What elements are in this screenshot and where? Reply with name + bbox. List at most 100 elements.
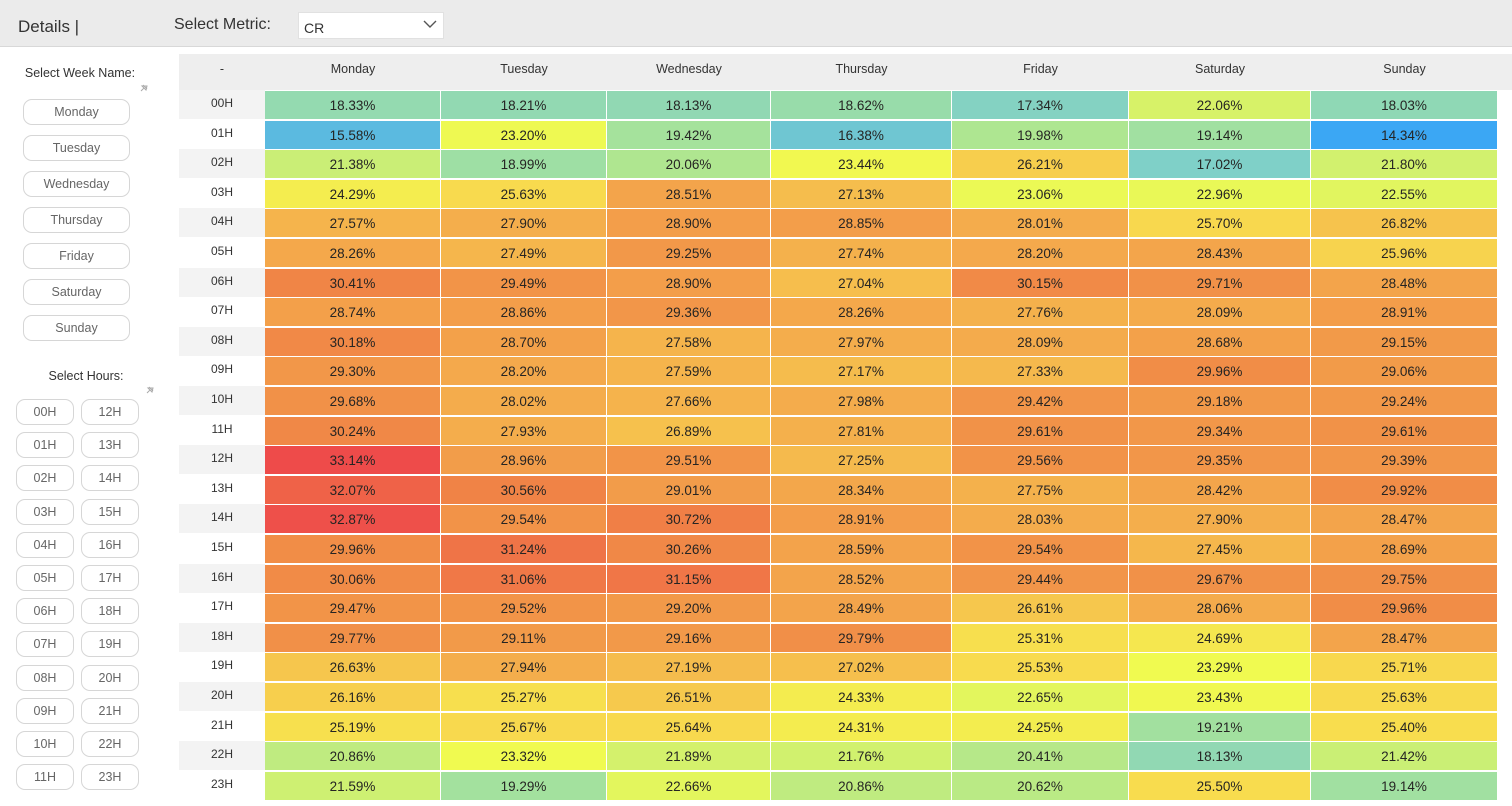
matrix-cell[interactable]: 19.42% (607, 120, 771, 149)
matrix-cell[interactable]: 29.96% (265, 535, 441, 563)
row-header-21h[interactable]: 21H (179, 711, 265, 741)
row-header-09h[interactable]: 09H (179, 356, 265, 386)
matrix-cell[interactable]: 14.34% (1311, 120, 1498, 149)
matrix-cell[interactable]: 27.19% (607, 653, 771, 682)
matrix-cell[interactable]: 27.81% (771, 416, 952, 445)
matrix-cell[interactable]: 24.25% (952, 712, 1129, 741)
matrix-cell[interactable]: 15.58% (265, 120, 441, 149)
matrix-cell[interactable]: 25.53% (952, 653, 1129, 682)
matrix-cell[interactable]: 27.90% (1129, 505, 1311, 534)
matrix-cell[interactable]: 23.20% (441, 120, 607, 149)
matrix-cell[interactable]: 28.03% (952, 505, 1129, 534)
matrix-cell[interactable]: 21.42% (1311, 742, 1498, 771)
matrix-cell[interactable]: 27.74% (771, 239, 952, 267)
row-header-15h[interactable]: 15H (179, 534, 265, 563)
matrix-cell[interactable]: 19.29% (441, 771, 607, 800)
hour-option-23h[interactable]: 23H (81, 764, 139, 791)
matrix-cell[interactable]: 20.86% (771, 771, 952, 800)
matrix-cell[interactable]: 30.06% (265, 564, 441, 593)
matrix-cell[interactable]: 27.76% (952, 298, 1129, 327)
hour-option-08h[interactable]: 08H (16, 664, 74, 691)
matrix-cell[interactable]: 28.68% (1129, 327, 1311, 356)
matrix-cell[interactable]: 16.38% (771, 120, 952, 149)
matrix-cell[interactable]: 28.91% (771, 505, 952, 534)
matrix-cell[interactable]: 19.98% (952, 120, 1129, 149)
matrix-cell[interactable]: 17.02% (1129, 150, 1311, 179)
hour-option-04h[interactable]: 04H (16, 531, 74, 558)
matrix-cell[interactable]: 25.50% (1129, 771, 1311, 800)
matrix-cell[interactable]: 27.59% (607, 357, 771, 386)
matrix-cell[interactable]: 29.96% (1311, 594, 1498, 623)
hour-option-13h[interactable]: 13H (81, 432, 139, 459)
matrix-cell[interactable]: 29.54% (441, 505, 607, 534)
row-header-13h[interactable]: 13H (179, 474, 265, 504)
matrix-cell[interactable]: 25.63% (1311, 683, 1498, 711)
matrix-cell[interactable]: 27.94% (441, 653, 607, 682)
column-header-wednesday[interactable]: Wednesday (656, 62, 722, 76)
matrix-cell[interactable]: 28.69% (1311, 535, 1498, 563)
row-header-00h[interactable]: 00H (179, 90, 265, 119)
matrix-cell[interactable]: 29.44% (952, 564, 1129, 593)
matrix-cell[interactable]: 29.56% (952, 446, 1129, 475)
matrix-cell[interactable]: 29.42% (952, 387, 1129, 415)
pin-icon[interactable] (139, 83, 149, 93)
matrix-cell[interactable]: 23.44% (771, 150, 952, 179)
matrix-cell[interactable]: 22.66% (607, 771, 771, 800)
matrix-cell[interactable]: 25.64% (607, 712, 771, 741)
matrix-cell[interactable]: 26.51% (607, 683, 771, 711)
matrix-cell[interactable]: 20.86% (265, 742, 441, 771)
row-header-17h[interactable]: 17H (179, 593, 265, 623)
hour-option-16h[interactable]: 16H (81, 531, 139, 558)
column-header-thursday[interactable]: Thursday (835, 62, 888, 76)
column-header-saturday[interactable]: Saturday (1194, 62, 1246, 76)
matrix-cell[interactable]: 31.06% (441, 564, 607, 593)
row-header-11h[interactable]: 11H (179, 415, 265, 445)
week-option-wednesday[interactable]: Wednesday (23, 171, 130, 197)
matrix-cell[interactable]: 28.86% (441, 298, 607, 327)
row-header-18h[interactable]: 18H (179, 622, 265, 652)
matrix-cell[interactable]: 29.61% (952, 416, 1129, 445)
matrix-cell[interactable]: 29.01% (607, 475, 771, 504)
hour-option-15h[interactable]: 15H (81, 498, 139, 525)
hour-option-17h[interactable]: 17H (81, 565, 139, 591)
matrix-cell[interactable]: 28.09% (952, 327, 1129, 356)
matrix-cell[interactable]: 33.14% (265, 446, 441, 475)
matrix-cell[interactable]: 24.29% (265, 179, 441, 208)
matrix-cell[interactable]: 30.15% (952, 268, 1129, 297)
row-header-14h[interactable]: 14H (179, 504, 265, 534)
matrix-cell[interactable]: 28.96% (441, 446, 607, 475)
matrix-cell[interactable]: 28.52% (771, 564, 952, 593)
matrix-cell[interactable]: 25.96% (1311, 239, 1498, 267)
matrix-cell[interactable]: 21.59% (265, 771, 441, 800)
matrix-cell[interactable]: 20.06% (607, 150, 771, 179)
row-header-01h[interactable]: 01H (179, 119, 265, 149)
matrix-cell[interactable]: 27.93% (441, 416, 607, 445)
matrix-cell[interactable]: 22.55% (1311, 179, 1498, 208)
matrix-cell[interactable]: 25.67% (441, 712, 607, 741)
matrix-cell[interactable]: 29.92% (1311, 475, 1498, 504)
row-header-04h[interactable]: 04H (179, 208, 265, 238)
matrix-cell[interactable]: 28.09% (1129, 298, 1311, 327)
matrix-cell[interactable]: 18.99% (441, 150, 607, 179)
matrix-cell[interactable]: 29.20% (607, 594, 771, 623)
matrix-cell[interactable]: 24.69% (1129, 623, 1311, 652)
row-header-19h[interactable]: 19H (179, 652, 265, 682)
row-header-23h[interactable]: 23H (179, 770, 265, 800)
matrix-cell[interactable]: 28.47% (1311, 505, 1498, 534)
matrix-cell[interactable]: 28.43% (1129, 239, 1311, 267)
matrix-cell[interactable]: 29.47% (265, 594, 441, 623)
matrix-cell[interactable]: 28.47% (1311, 623, 1498, 652)
column-header-monday[interactable]: Monday (330, 62, 376, 76)
hour-option-22h[interactable]: 22H (81, 731, 139, 757)
matrix-cell[interactable]: 18.03% (1311, 91, 1498, 119)
matrix-cell[interactable]: 26.89% (607, 416, 771, 445)
row-header-06h[interactable]: 06H (179, 267, 265, 297)
column-header-friday[interactable]: Friday (1023, 62, 1058, 76)
matrix-cell[interactable]: 27.66% (607, 387, 771, 415)
matrix-cell[interactable]: 28.70% (441, 327, 607, 356)
week-option-tuesday[interactable]: Tuesday (23, 135, 130, 161)
hour-option-12h[interactable]: 12H (81, 399, 139, 425)
matrix-cell[interactable]: 29.11% (441, 623, 607, 652)
row-header-03h[interactable]: 03H (179, 178, 265, 208)
matrix-cell[interactable]: 24.31% (771, 712, 952, 741)
